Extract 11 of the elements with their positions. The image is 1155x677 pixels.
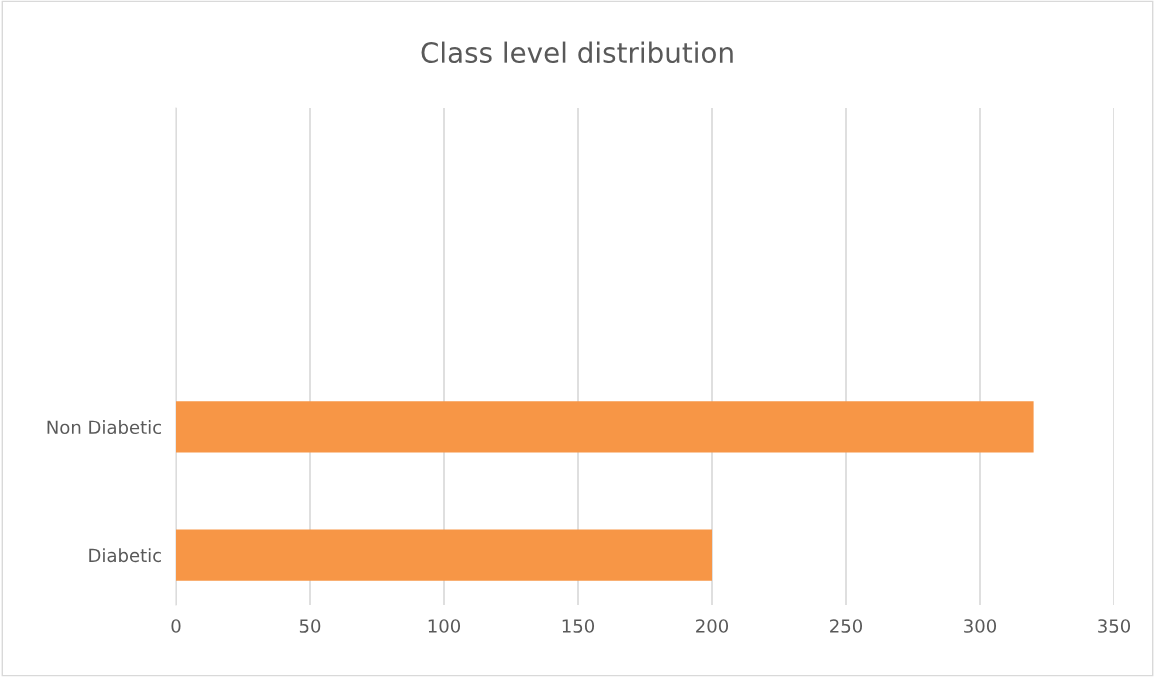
- x-tick-label: 350: [1098, 619, 1131, 633]
- chart-title: Class level distribution: [421, 41, 733, 64]
- y-tick-label: Diabetic: [89, 548, 161, 563]
- x-tick-label: 250: [830, 619, 863, 633]
- x-tick-label: 0: [171, 619, 181, 633]
- x-tick-label: 300: [964, 619, 997, 633]
- y-tick-label: Non Diabetic: [47, 420, 161, 435]
- x-tick-label: 150: [562, 619, 595, 633]
- x-tick-label: 100: [428, 619, 461, 633]
- x-tick-label: 200: [696, 619, 729, 633]
- x-tick-label: 50: [299, 619, 321, 633]
